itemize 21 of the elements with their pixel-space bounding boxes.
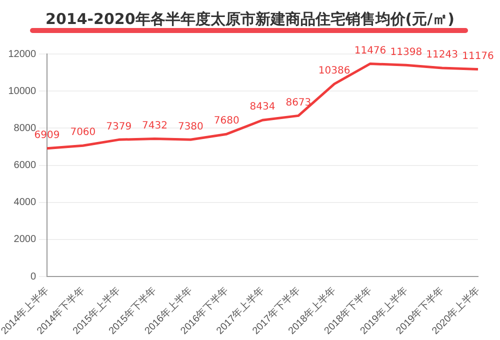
data-label: 7680 (214, 116, 240, 127)
data-label: 10386 (318, 66, 350, 77)
data-label: 7379 (106, 121, 132, 132)
y-tick-label: 8000 (14, 122, 36, 134)
y-tick-label: 0 (30, 271, 36, 282)
y-tick-label: 12000 (8, 48, 36, 60)
y-tick-label: 6000 (14, 160, 36, 171)
data-label: 6909 (34, 130, 60, 141)
data-label: 11476 (354, 45, 386, 56)
data-label: 8673 (286, 97, 312, 108)
data-label: 11243 (426, 50, 458, 61)
data-label: 7432 (142, 120, 168, 132)
data-label: 11176 (462, 50, 494, 62)
y-tick-label: 10000 (8, 86, 36, 97)
y-tick-label: 4000 (14, 197, 36, 208)
data-label: 11398 (390, 46, 422, 58)
y-tick-label: 2000 (14, 234, 36, 246)
chart-title: 2014-2020年各半年度太原市新建商品住宅销售均价(元/㎡) (44, 10, 456, 29)
data-label: 7060 (70, 127, 96, 138)
data-label: 7380 (178, 121, 204, 132)
data-label: 8434 (250, 102, 276, 113)
